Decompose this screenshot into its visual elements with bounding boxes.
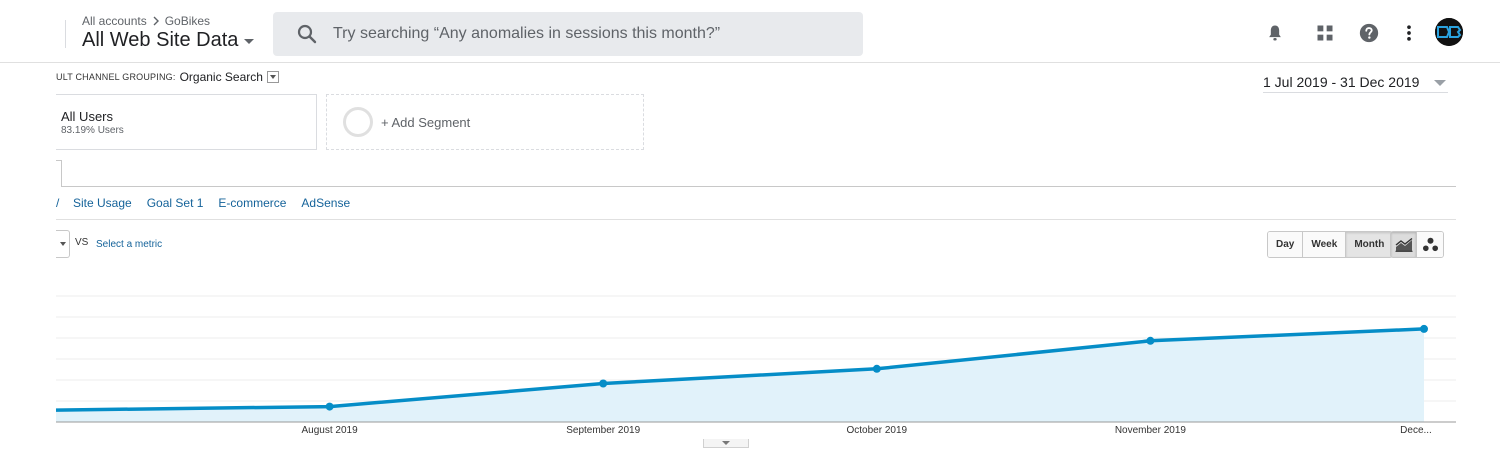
segment-name: All Users	[61, 109, 114, 124]
breadcrumb-root[interactable]: All accounts	[82, 14, 147, 28]
chart-type-toggle	[1390, 231, 1444, 258]
channel-grouping-value: Organic Search	[179, 70, 263, 84]
line-chart-button[interactable]	[1391, 232, 1417, 257]
dropdown-arrow-icon[interactable]	[266, 71, 279, 83]
breadcrumb[interactable]: All accounts GoBikes	[82, 14, 210, 28]
search-icon	[297, 24, 317, 44]
x-tick-label: September 2019	[566, 425, 640, 436]
caret-down-icon	[244, 39, 255, 44]
property-selector[interactable]: All Web Site Data	[82, 29, 255, 52]
chart-point-october-2019[interactable]	[872, 364, 881, 373]
notifications-button[interactable]	[1264, 22, 1286, 44]
channel-grouping-label: ULT CHANNEL GROUPING:	[56, 72, 176, 82]
search-bar[interactable]	[273, 12, 863, 56]
x-tick-label: October 2019	[846, 425, 907, 436]
subtab-site-usage[interactable]: Site Usage	[73, 196, 132, 210]
subtab-adsense[interactable]: AdSense	[301, 196, 351, 210]
chart-area-fill	[56, 328, 1424, 422]
sessions-area-chart: August 2019 September 2019 October 2019 Nov…	[55, 295, 1456, 436]
collapse-chart-handle[interactable]	[703, 439, 749, 448]
search-input[interactable]	[333, 25, 833, 43]
date-range-picker[interactable]: 1 Jul 2019 - 31 Dec 2019	[1263, 71, 1448, 93]
tab-explorer[interactable]	[56, 160, 62, 187]
segment-percentage: 83.19% Users	[61, 125, 124, 136]
chevron-down-icon	[722, 441, 730, 445]
dropdown-arrow-icon	[59, 242, 66, 246]
explorer-subtabs: / Site Usage Goal Set 1 E-commerce AdSen…	[56, 195, 365, 211]
more-vert-icon	[1407, 25, 1411, 41]
help-icon	[1359, 23, 1379, 43]
chevron-right-icon	[153, 16, 159, 26]
chart-x-labels: August 2019 September 2019 October 2019 Nov…	[302, 425, 1432, 436]
avatar[interactable]	[1435, 18, 1463, 46]
chart-series-line	[55, 327, 1425, 412]
vs-label: VS	[75, 237, 89, 248]
more-options-button[interactable]	[1398, 22, 1420, 44]
x-tick-label: Dece...	[1400, 425, 1432, 436]
chart-point-november-2019[interactable]	[1146, 336, 1155, 345]
apps-grid-icon	[1317, 25, 1333, 41]
x-tick-label: November 2019	[1115, 425, 1187, 436]
chart-points	[325, 324, 1428, 411]
select-metric-link[interactable]: Select a metric	[96, 239, 163, 250]
add-segment-button[interactable]: + Add Segment	[326, 94, 644, 150]
subtab-ecommerce[interactable]: E-commerce	[218, 196, 287, 210]
chart-point-december-2019[interactable]	[1420, 324, 1428, 333]
motion-chart-icon	[1422, 237, 1438, 252]
metric-select-dropdown[interactable]	[56, 230, 70, 258]
header-divider	[65, 20, 66, 48]
period-toggle: Day Week Month	[1267, 231, 1394, 258]
motion-chart-button[interactable]	[1417, 232, 1443, 257]
apps-button[interactable]	[1314, 22, 1336, 44]
top-header: All accounts GoBikes All Web Site Data	[0, 0, 1500, 63]
subtab-summary[interactable]: /	[56, 196, 60, 210]
property-name: All Web Site Data	[82, 29, 239, 51]
avatar-logo-icon	[1435, 18, 1463, 46]
line-chart-icon	[1395, 237, 1412, 252]
divider	[56, 219, 1456, 220]
segment-all-users[interactable]: All Users 83.19% Users	[56, 94, 317, 150]
date-range-label: 1 Jul 2019 - 31 Dec 2019	[1263, 73, 1420, 90]
chart-point-august-2019[interactable]	[325, 402, 334, 411]
subtab-goal-set-1[interactable]: Goal Set 1	[146, 196, 204, 210]
segment-placeholder-circle-icon	[343, 107, 373, 137]
period-month-button[interactable]: Month	[1346, 232, 1393, 257]
add-segment-label: + Add Segment	[381, 114, 471, 130]
caret-down-icon	[1434, 79, 1446, 86]
chart-point-september-2019[interactable]	[599, 379, 608, 388]
bell-icon	[1269, 25, 1281, 41]
help-button[interactable]	[1358, 22, 1380, 44]
report-tab-strip	[56, 160, 1456, 187]
x-tick-label: August 2019	[302, 425, 359, 436]
channel-grouping-filter[interactable]: ULT CHANNEL GROUPING: Organic Search	[56, 70, 296, 84]
breadcrumb-account[interactable]: GoBikes	[164, 14, 211, 28]
period-week-button[interactable]: Week	[1303, 232, 1347, 257]
period-day-button[interactable]: Day	[1268, 232, 1304, 257]
